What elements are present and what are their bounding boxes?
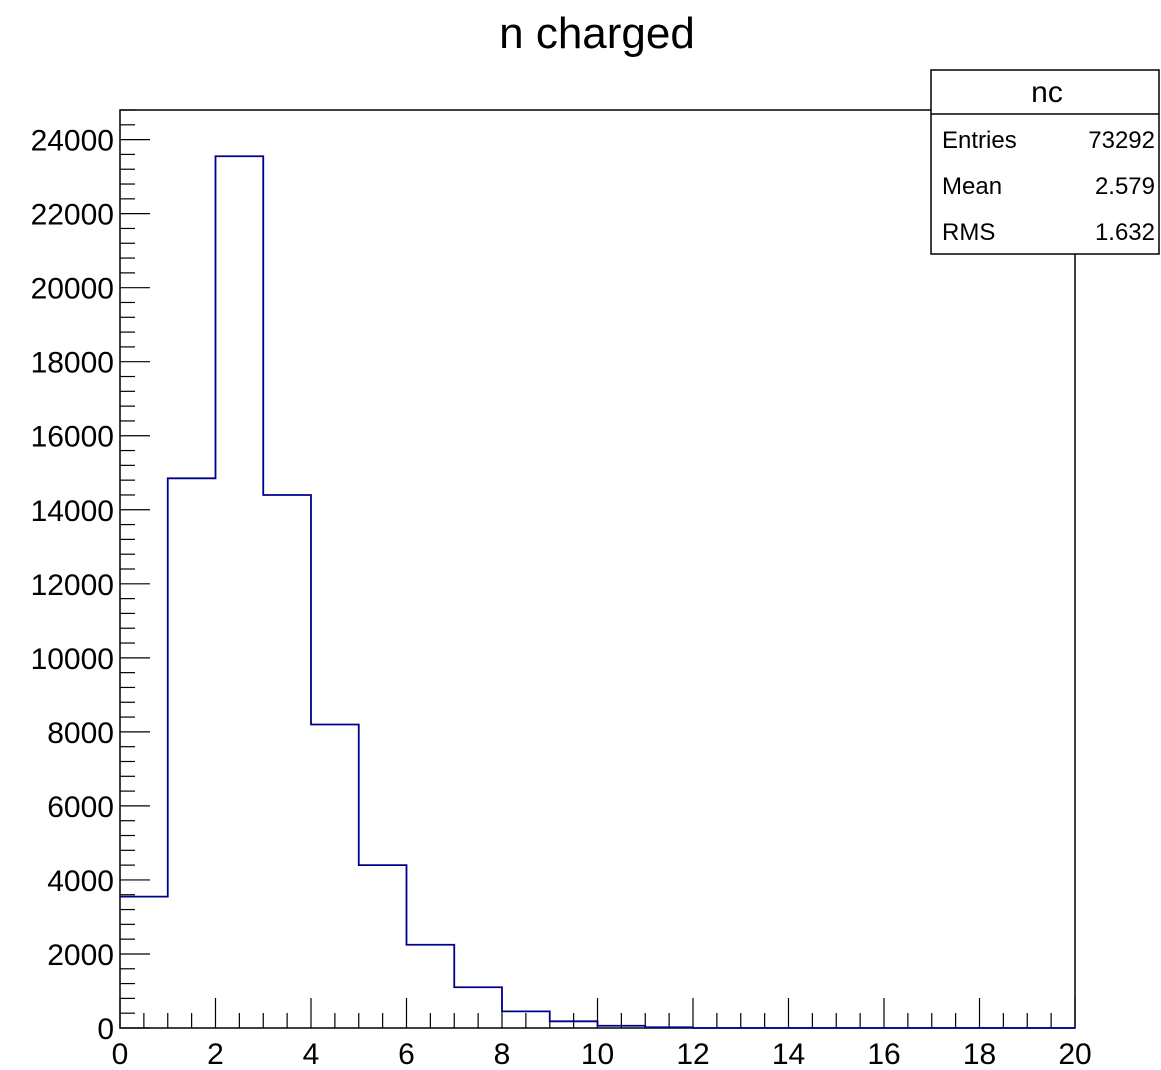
chart-title: n charged <box>499 9 695 58</box>
histogram-line <box>120 155 1075 1029</box>
y-tick-label: 22000 <box>31 199 114 232</box>
stats-label-entries: Entries <box>942 127 1017 154</box>
stats-value-entries: 73292 <box>1088 127 1155 154</box>
x-tick-label: 10 <box>581 1038 614 1070</box>
y-tick-label: 12000 <box>31 569 114 602</box>
stats-box-frame <box>930 69 1160 255</box>
y-tick-label: 8000 <box>47 717 114 750</box>
x-axis: 0 2 4 6 8 10 12 14 16 18 20 <box>112 998 1092 1070</box>
x-tick-label: 4 <box>303 1038 320 1070</box>
y-tick-label: 24000 <box>31 125 114 158</box>
y-tick-label: 20000 <box>31 273 114 306</box>
stats-box-name: nc <box>1031 76 1063 109</box>
y-tick-label: 18000 <box>31 347 114 380</box>
y-tick-label: 14000 <box>31 495 114 528</box>
x-tick-label: 20 <box>1058 1038 1091 1070</box>
y-tick-label: 4000 <box>47 865 114 898</box>
y-tick-label: 10000 <box>31 643 114 676</box>
y-tick-label: 16000 <box>31 421 114 454</box>
x-tick-label: 8 <box>494 1038 511 1070</box>
x-tick-label: 12 <box>676 1038 709 1070</box>
stats-label-mean: Mean <box>942 173 1002 200</box>
x-tick-label: 14 <box>772 1038 805 1070</box>
stats-label-rms: RMS <box>942 219 995 246</box>
x-tick-label: 18 <box>963 1038 996 1070</box>
y-axis: 0 2000 4000 6000 8000 10000 12000 14000 16000 180… <box>31 109 150 1046</box>
stats-box: nc Entries 73292 Mean 2.579 RMS 1.632 <box>930 69 1160 255</box>
y-tick-label: 6000 <box>47 791 114 824</box>
y-tick-label: 0 <box>97 1013 114 1046</box>
y-tick-label: 2000 <box>47 939 114 972</box>
x-tick-label: 6 <box>398 1038 415 1070</box>
stats-value-mean: 2.579 <box>1095 173 1155 200</box>
x-tick-label: 2 <box>207 1038 224 1070</box>
x-tick-label: 16 <box>867 1038 900 1070</box>
stats-value-rms: 1.632 <box>1095 219 1155 246</box>
x-tick-label: 0 <box>112 1038 129 1070</box>
